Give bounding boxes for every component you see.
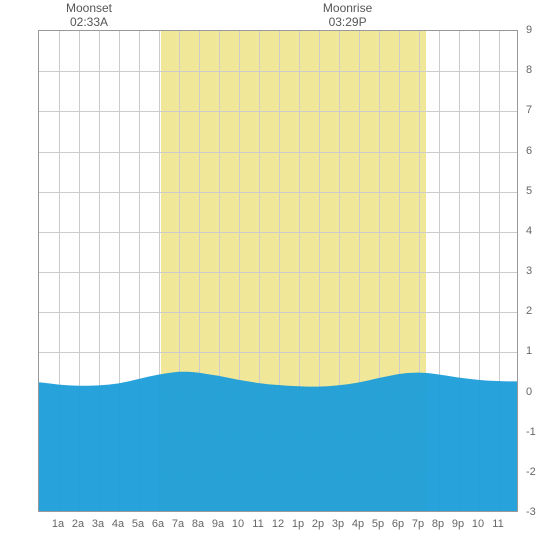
y-tick-label: 6 bbox=[526, 145, 532, 157]
tide-area bbox=[39, 31, 517, 511]
x-tick-label: 1a bbox=[52, 518, 64, 530]
x-tick-label: 7a bbox=[172, 518, 184, 530]
x-tick-label: 1p bbox=[292, 518, 304, 530]
x-tick-label: 6a bbox=[152, 518, 164, 530]
y-tick-label: 8 bbox=[526, 64, 532, 76]
moonrise-time: 03:29P bbox=[329, 15, 367, 29]
y-tick-label: 2 bbox=[526, 305, 532, 317]
y-tick-label: 7 bbox=[526, 104, 532, 116]
y-tick-label: -3 bbox=[526, 506, 536, 518]
y-tick-label: 9 bbox=[526, 24, 532, 36]
x-tick-label: 9a bbox=[212, 518, 224, 530]
x-tick-label: 4a bbox=[112, 518, 124, 530]
x-tick-label: 10 bbox=[472, 518, 484, 530]
x-tick-label: 8p bbox=[432, 518, 444, 530]
x-tick-label: 8a bbox=[192, 518, 204, 530]
x-tick-label: 5a bbox=[132, 518, 144, 530]
x-tick-label: 2p bbox=[312, 518, 324, 530]
y-tick-label: -2 bbox=[526, 466, 536, 478]
x-tick-label: 3a bbox=[92, 518, 104, 530]
x-tick-label: 10 bbox=[232, 518, 244, 530]
y-tick-label: 3 bbox=[526, 265, 532, 277]
x-tick-label: 7p bbox=[412, 518, 424, 530]
x-tick-label: 4p bbox=[352, 518, 364, 530]
plot-area bbox=[38, 30, 518, 512]
y-tick-label: 5 bbox=[526, 185, 532, 197]
moonset-time: 02:33A bbox=[70, 15, 108, 29]
x-tick-label: 3p bbox=[332, 518, 344, 530]
tide-chart: 1a2a3a4a5a6a7a8a9a1011121p2p3p4p5p6p7p8p… bbox=[0, 0, 550, 550]
y-tick-label: 0 bbox=[526, 386, 532, 398]
x-tick-label: 11 bbox=[252, 518, 263, 530]
moonset-label: Moonset bbox=[66, 1, 112, 15]
x-tick-label: 5p bbox=[372, 518, 384, 530]
x-tick-label: 11 bbox=[492, 518, 503, 530]
x-tick-label: 6p bbox=[392, 518, 404, 530]
x-tick-label: 2a bbox=[72, 518, 84, 530]
y-tick-label: -1 bbox=[526, 426, 536, 438]
y-tick-label: 4 bbox=[526, 225, 532, 237]
x-tick-label: 9p bbox=[452, 518, 464, 530]
moonrise-label: Moonrise bbox=[323, 1, 372, 15]
x-tick-label: 12 bbox=[272, 518, 284, 530]
y-tick-label: 1 bbox=[526, 345, 532, 357]
